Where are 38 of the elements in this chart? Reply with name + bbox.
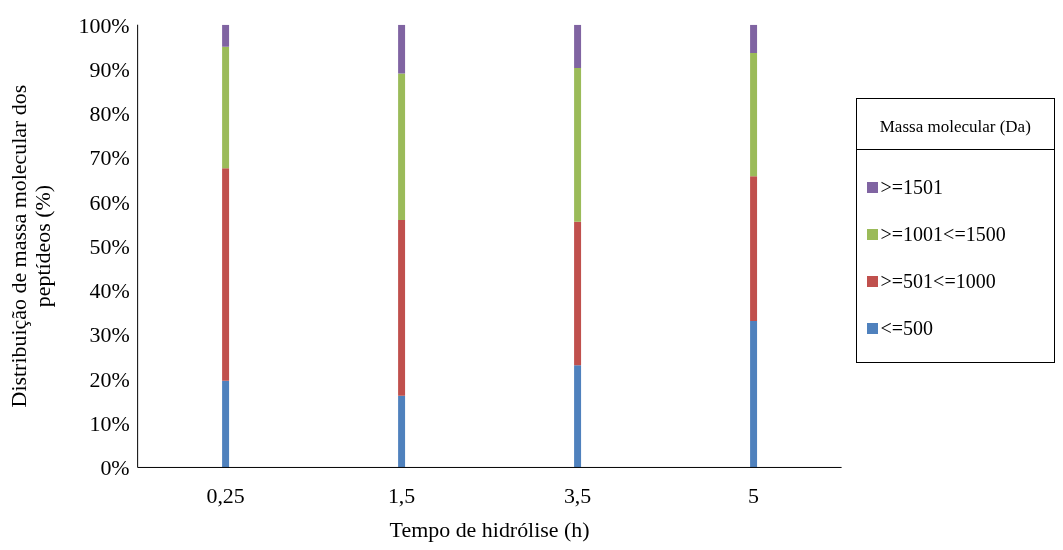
x-tick-label: 5 (748, 482, 760, 508)
bar (398, 24, 406, 74)
bar (574, 365, 582, 468)
bar (750, 53, 758, 177)
y-tick-label: 70% (89, 145, 130, 171)
bar (398, 395, 406, 468)
legend-label: >=1501 (880, 176, 944, 199)
x-tick-label: 3,5 (563, 482, 592, 508)
legend-label: <=500 (880, 317, 934, 340)
legend-title: Massa molecular (Da) (856, 99, 1054, 150)
y-tick-label: 90% (89, 56, 130, 82)
bar (222, 380, 230, 468)
y-tick-label: 60% (89, 189, 130, 215)
bar (574, 24, 582, 69)
y-tick-label: 80% (89, 101, 130, 127)
y-tick-label: 50% (89, 233, 130, 259)
bar (574, 68, 582, 222)
bar (222, 168, 230, 381)
x-tick-label: 0,25 (206, 482, 245, 508)
bar (398, 73, 406, 220)
y-tick-label: 40% (89, 278, 130, 304)
bar (750, 24, 758, 54)
legend-label: >=501<=1000 (880, 270, 996, 293)
bar (222, 46, 230, 169)
y-tick-label: 100% (78, 12, 130, 38)
x-tick-label: 1,5 (387, 482, 416, 508)
bar (750, 320, 758, 468)
y-tick-label: 20% (89, 366, 130, 392)
bar (222, 24, 230, 47)
y-tick-label: 0% (100, 455, 130, 481)
bar (398, 219, 406, 396)
bar (574, 221, 582, 366)
x-axis-title: Tempo de hidrólise (h) (389, 517, 590, 543)
y-tick-label: 30% (89, 322, 130, 348)
y-tick-label: 10% (89, 410, 130, 436)
bar (750, 176, 758, 321)
legend-label: >=1001<=1500 (880, 223, 1006, 246)
y-axis-title: Distribuição de massa molecular dos peptídeos (%) (5, 84, 55, 408)
